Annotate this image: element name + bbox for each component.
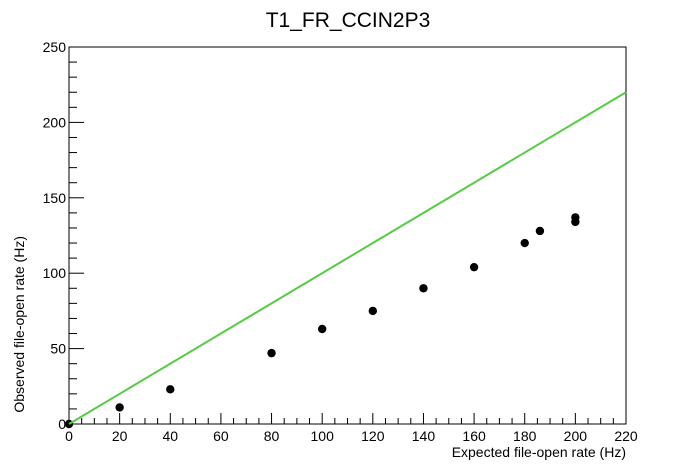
data-point: [166, 385, 175, 394]
y-axis-label: Observed file-open rate (Hz): [11, 236, 27, 413]
x-tick-label: 100: [311, 428, 335, 444]
x-tick-label: 200: [564, 428, 588, 444]
plot-frame: [68, 46, 627, 425]
y-tick-label: 250: [43, 39, 67, 55]
data-point: [368, 306, 378, 316]
x-tick-label: 60: [213, 428, 229, 444]
x-tick-label: 180: [513, 428, 537, 444]
x-axis: 0 20 40 60 80 100 120 140 160 180 200 220: [65, 413, 638, 444]
reference-line: [68, 91, 627, 425]
data-point: [267, 348, 276, 358]
data-point: [571, 213, 580, 222]
x-tick-label: 0: [65, 428, 73, 444]
x-tick-label: 160: [462, 428, 486, 444]
y-tick-label: 100: [43, 265, 67, 281]
y-tick-label: 200: [43, 114, 67, 130]
y-tick-label: 50: [50, 341, 66, 357]
y-axis: 0 50 100 150 200 250: [43, 39, 84, 432]
x-tick-label: 20: [112, 428, 128, 444]
y-tick-label: 150: [43, 190, 67, 206]
series-layer: [64, 91, 627, 429]
x-tick-label: 120: [361, 428, 385, 444]
data-point: [115, 403, 124, 412]
data-point: [317, 324, 327, 334]
x-axis-label: Expected file-open rate (Hz): [452, 444, 626, 460]
y-tick-label: 0: [58, 416, 66, 432]
x-tick-label: 140: [412, 428, 436, 444]
x-tick-label: 40: [162, 428, 178, 444]
data-point: [535, 226, 545, 236]
x-tick-label: 80: [264, 428, 280, 444]
data-point: [469, 262, 479, 272]
plot-border: [68, 46, 627, 425]
x-tick-label: 220: [614, 428, 638, 444]
data-point: [520, 238, 529, 248]
chart-title: T1_FR_CCIN2P3: [266, 9, 431, 32]
data-point: [419, 284, 428, 293]
